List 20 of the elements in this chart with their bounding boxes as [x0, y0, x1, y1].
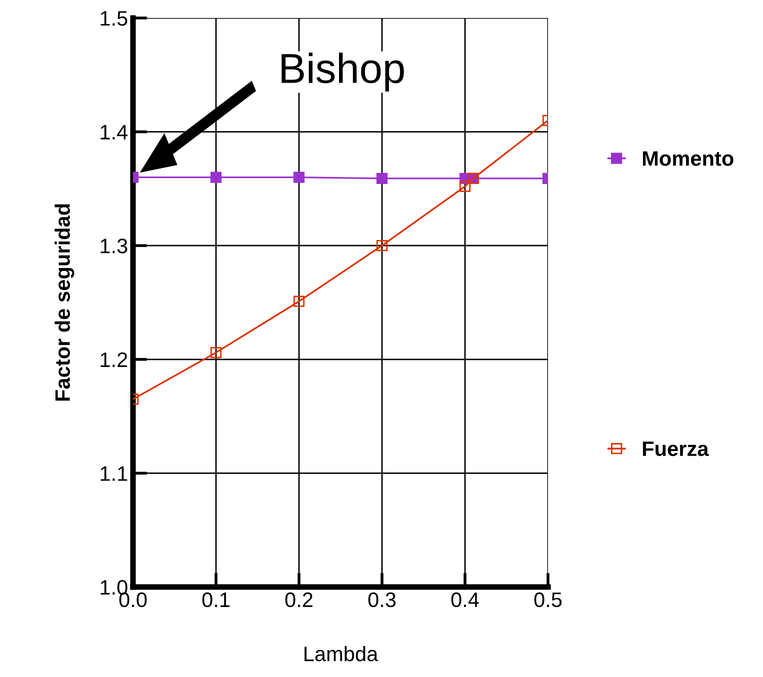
legend-label: Fuerza — [642, 442, 709, 456]
y-tick-label: 1.5 — [100, 11, 128, 26]
y-tick-label: 1.4 — [100, 125, 128, 140]
y-tick-label: 1.1 — [100, 466, 128, 481]
x-tick-label: 0.3 — [368, 592, 396, 608]
y-tick-label: 1.3 — [100, 238, 128, 254]
x-tick-label: 0.1 — [202, 592, 230, 608]
x-axis-title: Lambda — [304, 646, 378, 662]
annotation: Bishop — [282, 52, 404, 92]
point — [293, 296, 305, 307]
x-tick-label: 0.4 — [451, 592, 479, 608]
point — [376, 240, 388, 252]
legend-label: Momento — [642, 151, 734, 166]
x-tick-label: 0.5 — [534, 592, 562, 608]
point — [293, 172, 305, 183]
point — [459, 180, 471, 192]
y-tick-label: 1.2 — [100, 352, 128, 367]
y-axis-title: Factor de seguridad — [54, 204, 74, 401]
point — [376, 172, 388, 184]
x-tick-label: 0.2 — [285, 592, 312, 608]
